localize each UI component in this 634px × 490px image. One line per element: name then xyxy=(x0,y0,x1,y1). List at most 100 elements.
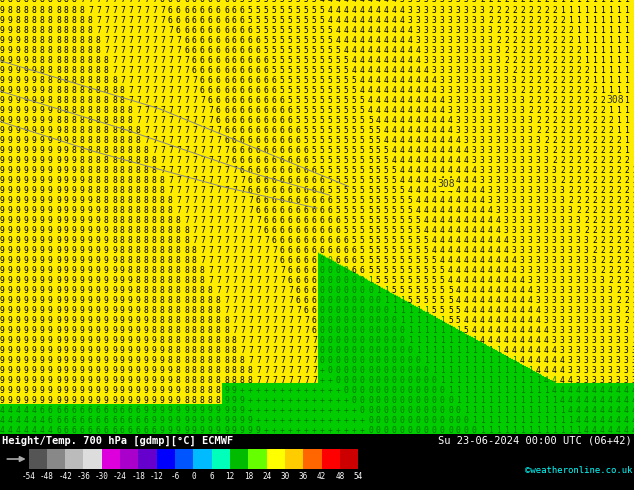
Text: 7: 7 xyxy=(104,16,109,24)
Text: 0: 0 xyxy=(384,306,389,315)
Text: 7: 7 xyxy=(272,266,277,275)
Text: 8: 8 xyxy=(136,246,141,255)
Text: 6: 6 xyxy=(240,136,245,145)
Text: 2: 2 xyxy=(560,55,565,65)
Text: 4: 4 xyxy=(408,66,413,74)
Text: 8: 8 xyxy=(88,75,93,85)
Text: 5: 5 xyxy=(344,156,349,165)
Text: 2: 2 xyxy=(576,186,581,195)
Text: 5: 5 xyxy=(304,96,309,105)
Text: 5: 5 xyxy=(456,316,461,325)
Text: 9: 9 xyxy=(48,346,53,355)
Text: 6: 6 xyxy=(296,186,301,195)
Text: 1: 1 xyxy=(624,75,629,85)
Text: 0: 0 xyxy=(328,326,333,335)
Text: 7: 7 xyxy=(232,326,237,335)
Text: 3: 3 xyxy=(616,356,621,365)
Text: 9: 9 xyxy=(56,126,61,135)
Text: 8: 8 xyxy=(112,75,117,85)
Text: 6: 6 xyxy=(224,96,229,105)
Text: 4: 4 xyxy=(552,386,557,395)
Text: 9: 9 xyxy=(40,236,45,245)
Text: 8: 8 xyxy=(200,356,205,365)
Text: 9: 9 xyxy=(72,216,77,225)
Text: 0: 0 xyxy=(368,366,373,375)
Text: 8: 8 xyxy=(232,346,237,355)
Text: 2: 2 xyxy=(576,126,581,135)
Text: 6: 6 xyxy=(200,0,205,4)
Text: 5: 5 xyxy=(400,236,405,245)
Text: 5: 5 xyxy=(336,86,341,95)
Text: 4: 4 xyxy=(528,346,533,355)
Text: 0: 0 xyxy=(352,346,357,355)
Text: 8: 8 xyxy=(232,356,237,365)
Text: 8: 8 xyxy=(104,176,109,185)
Text: 8: 8 xyxy=(48,55,53,65)
Text: 4: 4 xyxy=(616,396,621,405)
Text: 4: 4 xyxy=(416,206,421,215)
Text: 9: 9 xyxy=(72,286,77,295)
Text: 8: 8 xyxy=(208,326,213,335)
Text: 0: 0 xyxy=(368,346,373,355)
Text: 7: 7 xyxy=(176,126,181,135)
Text: 3: 3 xyxy=(472,5,477,15)
Text: 1: 1 xyxy=(496,406,501,415)
Text: 4: 4 xyxy=(480,236,485,245)
Text: 0: 0 xyxy=(384,406,389,415)
Text: 4: 4 xyxy=(600,406,605,415)
Text: 3: 3 xyxy=(560,246,565,255)
Text: 9: 9 xyxy=(96,386,101,395)
Text: 9: 9 xyxy=(48,186,53,195)
Text: 2: 2 xyxy=(608,226,613,235)
Text: +: + xyxy=(296,386,301,395)
Text: 4: 4 xyxy=(472,256,477,265)
Text: 8: 8 xyxy=(120,206,125,215)
Text: 7: 7 xyxy=(248,246,253,255)
Text: 8: 8 xyxy=(104,166,109,175)
Text: 9: 9 xyxy=(120,366,125,375)
Text: 1: 1 xyxy=(592,46,597,54)
Text: 9: 9 xyxy=(40,106,45,115)
Text: 4: 4 xyxy=(592,396,597,405)
Text: 7: 7 xyxy=(160,106,165,115)
Text: 7: 7 xyxy=(224,236,229,245)
Text: 8: 8 xyxy=(120,116,125,124)
Text: 8: 8 xyxy=(168,196,173,205)
Text: 9: 9 xyxy=(8,376,13,385)
Text: 7: 7 xyxy=(168,106,173,115)
Text: 9: 9 xyxy=(64,286,69,295)
Text: 8: 8 xyxy=(184,336,189,345)
Text: 3: 3 xyxy=(472,116,477,124)
Text: 1: 1 xyxy=(608,55,613,65)
Text: 6: 6 xyxy=(200,75,205,85)
Text: 0: 0 xyxy=(344,386,349,395)
Text: 9: 9 xyxy=(80,216,85,225)
Text: 4: 4 xyxy=(416,66,421,74)
Text: 1: 1 xyxy=(456,346,461,355)
Text: 1: 1 xyxy=(464,366,469,375)
Text: 8: 8 xyxy=(160,196,165,205)
Text: 6: 6 xyxy=(296,296,301,305)
Text: 0: 0 xyxy=(440,416,445,425)
Text: 1: 1 xyxy=(464,386,469,395)
Text: 9: 9 xyxy=(96,266,101,275)
Text: 5: 5 xyxy=(408,286,413,295)
Text: 6: 6 xyxy=(208,96,213,105)
Text: 3: 3 xyxy=(552,256,557,265)
Text: 9: 9 xyxy=(96,366,101,375)
Text: 9: 9 xyxy=(0,376,5,385)
Text: 6: 6 xyxy=(272,186,277,195)
Text: 6: 6 xyxy=(296,226,301,235)
Text: 7: 7 xyxy=(120,16,125,24)
Text: 7: 7 xyxy=(272,366,277,375)
Text: 5: 5 xyxy=(320,5,325,15)
Text: 8: 8 xyxy=(144,266,149,275)
Text: 0: 0 xyxy=(344,306,349,315)
Text: 7: 7 xyxy=(184,146,189,155)
Text: 9: 9 xyxy=(0,286,5,295)
Text: 7: 7 xyxy=(200,206,205,215)
Text: 2: 2 xyxy=(632,316,634,325)
Text: 4: 4 xyxy=(368,55,373,65)
Text: 4: 4 xyxy=(408,156,413,165)
Text: 4: 4 xyxy=(448,196,453,205)
